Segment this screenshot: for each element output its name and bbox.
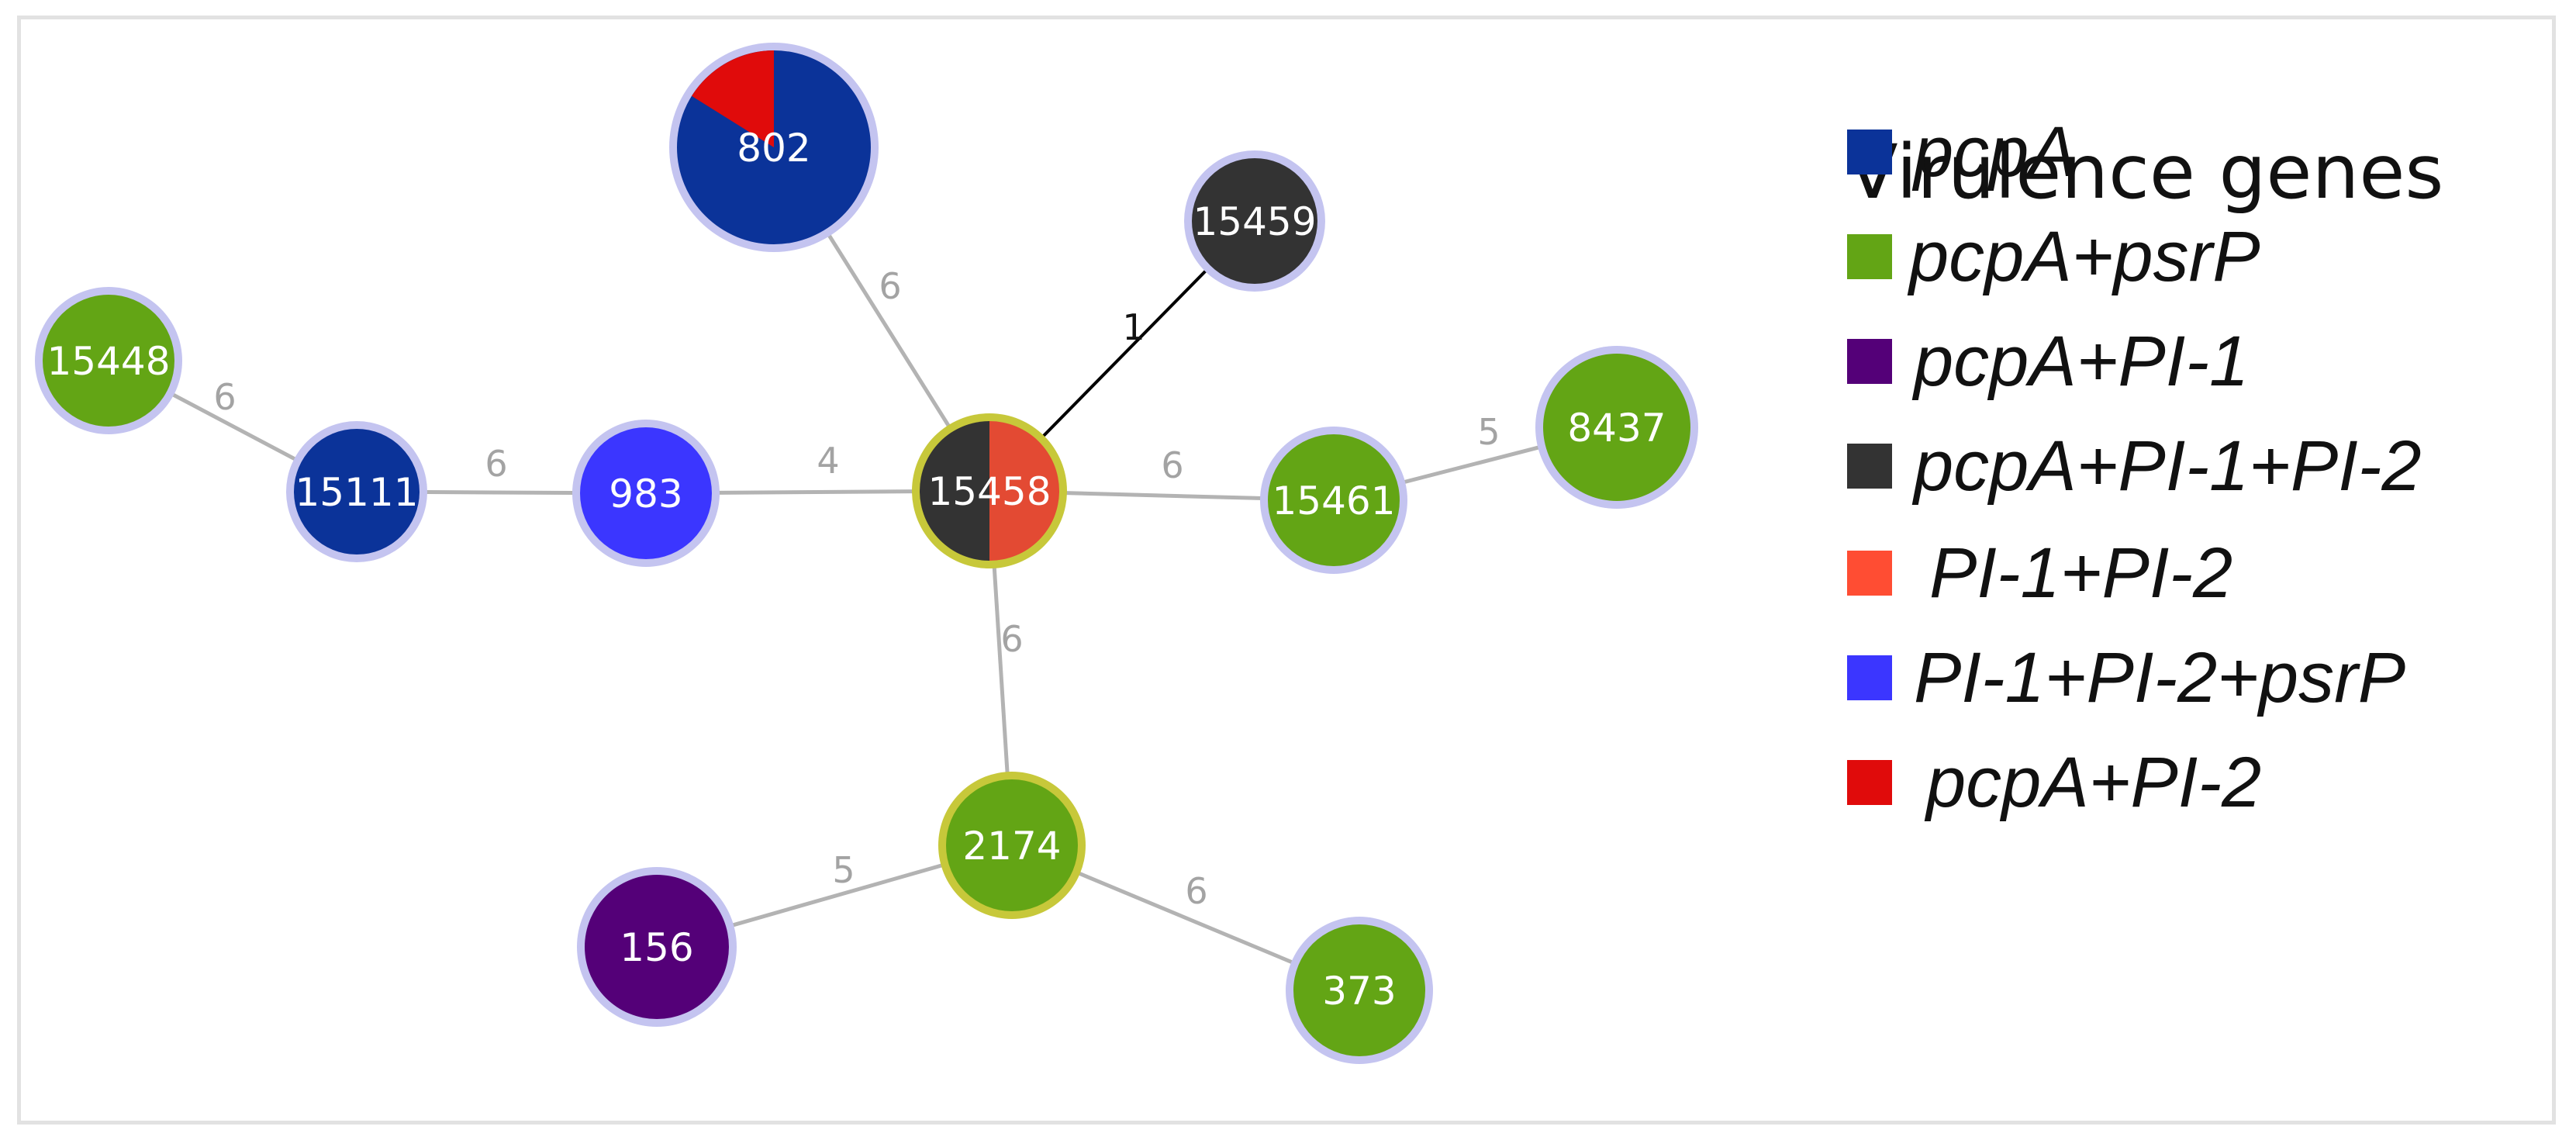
legend: Virulence genes pcpA pcpA+psrP pcpA+PI-1 pc… (1847, 116, 2545, 818)
edge-weight-label: 6 (1185, 870, 1207, 912)
nodes: 15458 802 15459 15448 15111 983 15461 8437 2174 1… (35, 43, 1698, 1064)
edge-weight-label: 4 (817, 440, 839, 482)
node-fill (1543, 354, 1690, 501)
edge-weight-label: 6 (485, 443, 507, 485)
legend-swatch (1847, 551, 1892, 596)
node-fill (294, 429, 420, 554)
legend-label: PI-1+PI-2+psrP (1914, 638, 2406, 717)
legend-item-2: pcpA+psrP (1847, 221, 2260, 292)
legend-item-1: pcpA (1847, 116, 2077, 188)
node-fill (1293, 924, 1425, 1056)
node-fill (580, 427, 712, 559)
legend-swatch (1847, 444, 1892, 489)
edge-labels: 6 1 6 6 4 6 5 6 5 6 (213, 265, 1500, 912)
legend-label: PI-1+PI-2 (1929, 534, 2233, 613)
node-slice (989, 421, 1059, 561)
node-156[interactable]: 156 (577, 867, 737, 1027)
node-15461[interactable]: 15461 (1260, 427, 1407, 574)
node-label: 15448 (47, 339, 170, 384)
node-label: 15459 (1193, 199, 1316, 244)
figure-frame (17, 16, 2556, 1125)
node-983[interactable]: 983 (572, 420, 720, 567)
node-label: 15111 (295, 470, 418, 515)
legend-label: pcpA (1914, 112, 2077, 192)
legend-swatch (1847, 339, 1892, 384)
node-802[interactable]: 802 (669, 43, 879, 252)
legend-item-6: PI-1+PI-2+psrP (1847, 642, 2405, 713)
node-label: 983 (609, 472, 682, 516)
edges (107, 146, 1618, 993)
node-label: 2174 (962, 824, 1061, 869)
node-label: 8437 (1567, 406, 1666, 451)
legend-swatch (1847, 130, 1892, 174)
legend-item-5: PI-1+PI-2 (1847, 537, 2232, 609)
legend-item-7: pcpA+PI-2 (1847, 747, 2261, 818)
legend-item-3: pcpA+PI-1 (1847, 326, 2249, 397)
legend-swatch (1847, 655, 1892, 700)
edge-weight-label: 6 (213, 376, 236, 418)
node-15459[interactable]: 15459 (1184, 150, 1325, 292)
node-fill (585, 875, 729, 1019)
edge-weight-label: 5 (1477, 411, 1500, 453)
legend-label: pcpA+PI-1 (1914, 322, 2250, 401)
edge-weight-label: 6 (1000, 618, 1023, 660)
legend-label: pcpA+psrP (1909, 217, 2260, 296)
legend-label: pcpA+PI-2 (1926, 743, 2262, 822)
node-fill (946, 779, 1078, 911)
node-15458[interactable]: 15458 (912, 413, 1067, 568)
node-15448[interactable]: 15448 (35, 287, 182, 434)
legend-swatch (1847, 234, 1892, 279)
node-label: 156 (620, 925, 693, 970)
legend-label: pcpA+PI-1+PI-2 (1914, 427, 2422, 506)
node-label: 15458 (927, 469, 1051, 514)
node-fill (1268, 434, 1400, 566)
node-8437[interactable]: 8437 (1535, 346, 1698, 509)
edge-weight-label: 6 (879, 265, 901, 307)
node-fill (1192, 158, 1317, 284)
node-slice (692, 50, 774, 147)
node-2174[interactable]: 2174 (938, 772, 1086, 919)
legend-swatch (1847, 760, 1892, 805)
edge-weight-label: 5 (832, 849, 855, 891)
node-15111[interactable]: 15111 (286, 421, 427, 562)
node-label: 373 (1322, 969, 1396, 1014)
node-373[interactable]: 373 (1286, 917, 1433, 1064)
node-slice (920, 421, 989, 561)
node-fill (43, 295, 174, 427)
legend-item-4: pcpA+PI-1+PI-2 (1847, 430, 2422, 502)
node-label: 802 (737, 126, 810, 171)
legend-title: Virulence genes (1847, 129, 2444, 216)
edge-weight-label: 6 (1161, 444, 1183, 486)
edge-weight-label: 1 (1122, 306, 1145, 348)
node-label: 15461 (1272, 478, 1395, 523)
